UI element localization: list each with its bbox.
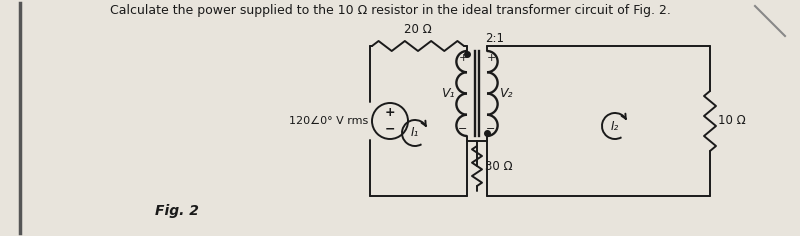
Text: −: − — [458, 124, 468, 134]
Text: 2:1: 2:1 — [485, 31, 504, 45]
Text: 120∠0° V rms: 120∠0° V rms — [289, 116, 368, 126]
Text: 20 Ω: 20 Ω — [404, 23, 432, 36]
Text: 30 Ω: 30 Ω — [485, 160, 513, 173]
Text: +: + — [486, 53, 496, 63]
Text: −: − — [385, 122, 395, 136]
Text: V₂: V₂ — [499, 87, 513, 100]
Text: Calculate the power supplied to the 10 Ω resistor in the ideal transformer circu: Calculate the power supplied to the 10 Ω… — [110, 4, 670, 17]
Text: +: + — [458, 53, 468, 63]
Text: −: − — [486, 124, 496, 134]
Text: Fig. 2: Fig. 2 — [155, 204, 199, 218]
Text: +: + — [385, 106, 395, 119]
Text: 10 Ω: 10 Ω — [718, 114, 746, 127]
Text: I₁: I₁ — [411, 126, 419, 139]
Text: V₁: V₁ — [442, 87, 455, 100]
Text: I₂: I₂ — [611, 119, 619, 132]
